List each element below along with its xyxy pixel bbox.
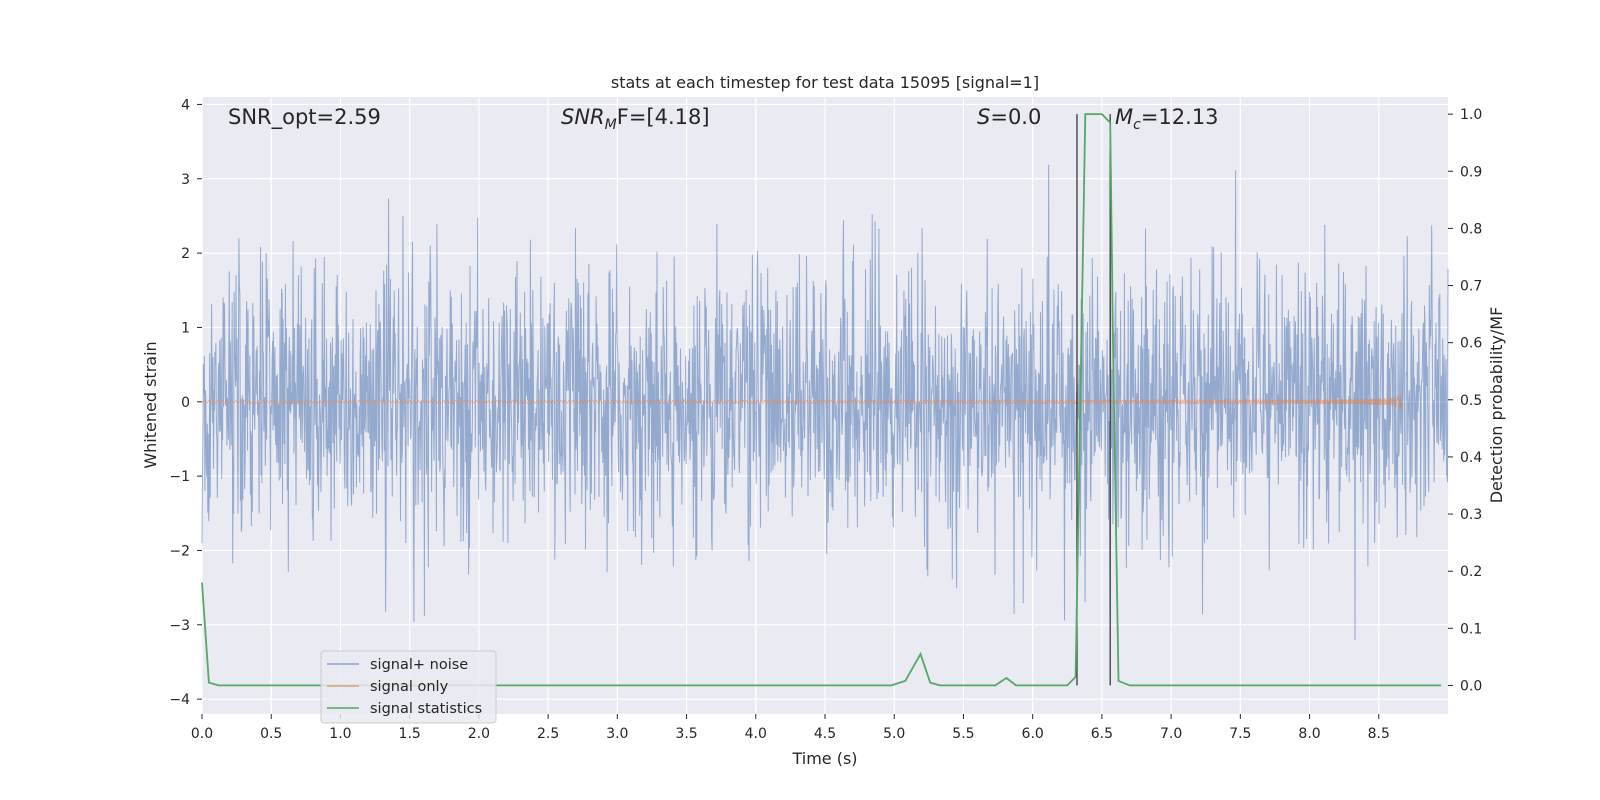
y-tick-label: 4 [181, 97, 190, 113]
y2-tick-label: 0.1 [1460, 621, 1482, 637]
y-tick-label: −3 [169, 618, 190, 634]
signal-statistics-series [201, 113, 1442, 687]
annotation-s: S=0.0 [977, 105, 1041, 129]
x-axis-label: Time (s) [791, 749, 857, 768]
y-axis-label: Whitened strain [141, 341, 160, 468]
y-tick-label: −4 [169, 692, 190, 708]
x-tick-label: 5.5 [952, 726, 974, 742]
x-tick-label: 1.5 [399, 726, 421, 742]
y-tick-label: −2 [169, 543, 190, 559]
y2-tick-label: 0.7 [1460, 279, 1482, 295]
y2-tick-label: 1.0 [1460, 107, 1482, 123]
x-tick-label: 2.5 [537, 726, 559, 742]
y2-axis-label: Detection probability/MF [1487, 307, 1506, 504]
y2-tick-label: 0.6 [1460, 336, 1482, 352]
x-tick-label: 1.0 [329, 726, 351, 742]
x-tick-label: 3.5 [675, 726, 697, 742]
x-tick-label: 3.0 [606, 726, 628, 742]
y2-tick-label: 0.0 [1460, 678, 1482, 694]
mc-value: =12.13 [1141, 105, 1219, 129]
x-tick-label: 0.5 [260, 726, 282, 742]
y2-tick-label: 0.5 [1460, 393, 1482, 409]
chart-title: stats at each timestep for test data 150… [611, 73, 1039, 92]
y2-tick-label: 0.3 [1460, 507, 1482, 523]
signal-noise-series [201, 164, 1449, 640]
annotation-snr-mf: SNRMF=[4.18] [561, 105, 710, 133]
axis-ticks: 0.0 0.5 1.0 1.5 2.0 2.5 3.0 3.5 4.0 4.5 5.0 5.5 6.0 6… [169, 97, 1482, 742]
snr-mf-subscript: M [605, 117, 617, 133]
legend-label-signal-noise: signal+ noise [370, 657, 468, 673]
x-tick-label: 4.0 [745, 726, 767, 742]
legend-label-signal-only: signal only [370, 679, 449, 695]
y2-tick-label: 0.9 [1460, 164, 1482, 180]
y-tick-label: 2 [181, 246, 190, 262]
x-tick-label: 8.5 [1368, 726, 1390, 742]
legend: signal+ noise signal only signal statist… [320, 650, 497, 724]
x-tick-label: 2.0 [468, 726, 490, 742]
signal-only-line [201, 395, 1403, 410]
snr-mf-symbol: SNR [561, 105, 605, 129]
signal-noise-line [201, 164, 1449, 640]
x-tick-label: 4.5 [814, 726, 836, 742]
mc-subscript: c [1133, 117, 1141, 133]
y2-tick-label: 0.2 [1460, 564, 1482, 580]
legend-box [320, 650, 497, 724]
y-tick-label: 3 [181, 172, 190, 188]
x-tick-label: 6.5 [1091, 726, 1113, 742]
s-symbol: S [977, 105, 990, 129]
x-tick-label: 7.0 [1160, 726, 1182, 742]
signal-only-series [201, 395, 1403, 410]
y2-tick-label: 0.8 [1460, 221, 1482, 237]
x-tick-label: 7.5 [1229, 726, 1251, 742]
y-tick-label: 1 [181, 320, 190, 336]
x-tick-label: 6.0 [1022, 726, 1044, 742]
x-tick-label: 5.0 [883, 726, 905, 742]
annotation-snr-opt: SNR_opt=2.59 [228, 105, 381, 130]
mc-symbol: M [1115, 105, 1133, 129]
y-tick-label: −1 [169, 469, 190, 485]
y2-tick-label: 0.4 [1460, 450, 1482, 466]
y-tick-label: 0 [181, 395, 190, 411]
snr-mf-value: F=[4.18] [617, 105, 710, 129]
annotation-mc: Mc=12.13 [1115, 105, 1219, 133]
signal-statistics-line [201, 113, 1442, 687]
x-tick-label: 0.0 [191, 726, 213, 742]
legend-label-signal-statistics: signal statistics [370, 701, 482, 717]
x-tick-label: 8.0 [1298, 726, 1320, 742]
s-value: =0.0 [990, 105, 1041, 129]
